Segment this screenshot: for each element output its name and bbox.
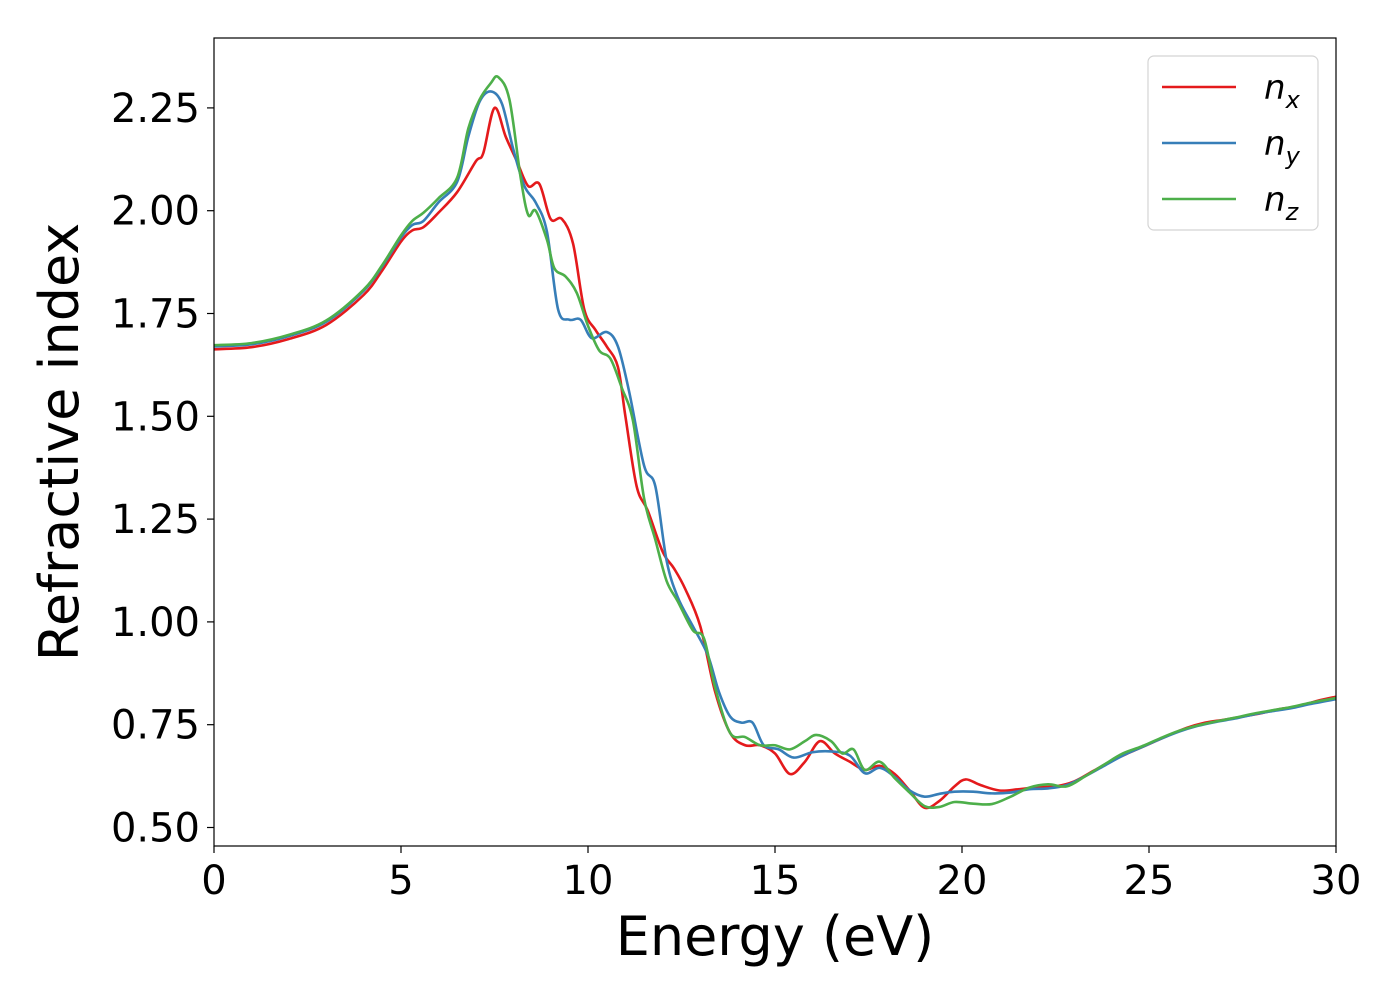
y-tick-label: 2.25 <box>111 86 200 132</box>
y-tick-label: 1.50 <box>111 394 200 440</box>
x-tick-label: 15 <box>750 858 801 904</box>
x-tick-label: 20 <box>937 858 988 904</box>
y-tick-label: 1.75 <box>111 292 200 338</box>
x-tick-label: 25 <box>1124 858 1175 904</box>
legend-label-subscript: z <box>1285 198 1300 226</box>
x-tick-label: 5 <box>388 858 413 904</box>
legend-label-n_x: nx <box>1264 68 1301 114</box>
y-tick-label: 0.75 <box>111 703 200 749</box>
y-tick-label: 1.25 <box>111 497 200 543</box>
x-tick-label: 10 <box>563 858 614 904</box>
legend-label-base: n <box>1264 180 1286 220</box>
y-tick-label: 0.50 <box>111 805 200 851</box>
legend-label-n_y: ny <box>1264 124 1301 170</box>
x-axis-label: Energy (eV) <box>616 905 935 968</box>
y-tick-label: 1.00 <box>111 600 200 646</box>
y-axis-label: Refractive index <box>28 223 91 662</box>
legend-label-n_z: nz <box>1264 180 1300 226</box>
legend-label-subscript: y <box>1285 142 1301 170</box>
x-axis: 0 5 10 15 20 25 30 <box>201 846 1361 904</box>
legend-label-base: n <box>1264 124 1286 164</box>
legend-label-base: n <box>1264 68 1286 108</box>
y-tick-label: 2.00 <box>111 189 200 235</box>
series-line-n_z <box>214 75 1336 809</box>
y-axis: 0.50 0.75 1.00 1.25 1.50 1.75 2.00 2.25 <box>111 86 214 851</box>
series-layer <box>214 75 1336 810</box>
series-line-n_y <box>214 90 1336 799</box>
legend-label-subscript: x <box>1285 86 1301 114</box>
x-tick-label: 0 <box>201 858 226 904</box>
x-tick-label: 30 <box>1311 858 1362 904</box>
